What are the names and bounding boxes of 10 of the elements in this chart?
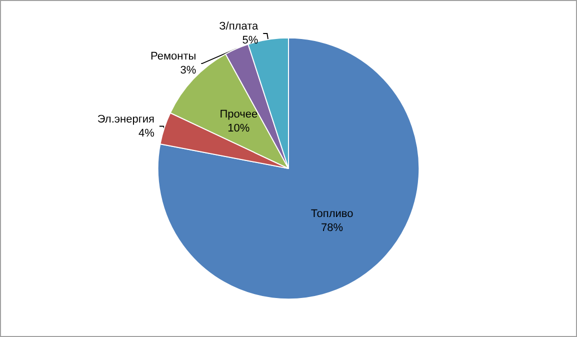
slice-label: Прочее bbox=[220, 108, 258, 121]
slice-label: Эл.энергия bbox=[97, 113, 154, 126]
data-label: 5% bbox=[242, 34, 258, 47]
data-label: 10% bbox=[228, 122, 250, 135]
data-label: 3% bbox=[180, 64, 196, 77]
data-label: 78% bbox=[321, 222, 344, 234]
slice-label: Топливо bbox=[310, 208, 354, 220]
slice-label: З/плата bbox=[219, 20, 260, 33]
slice-label: Ремонты bbox=[150, 50, 196, 63]
data-label: 4% bbox=[138, 127, 155, 140]
